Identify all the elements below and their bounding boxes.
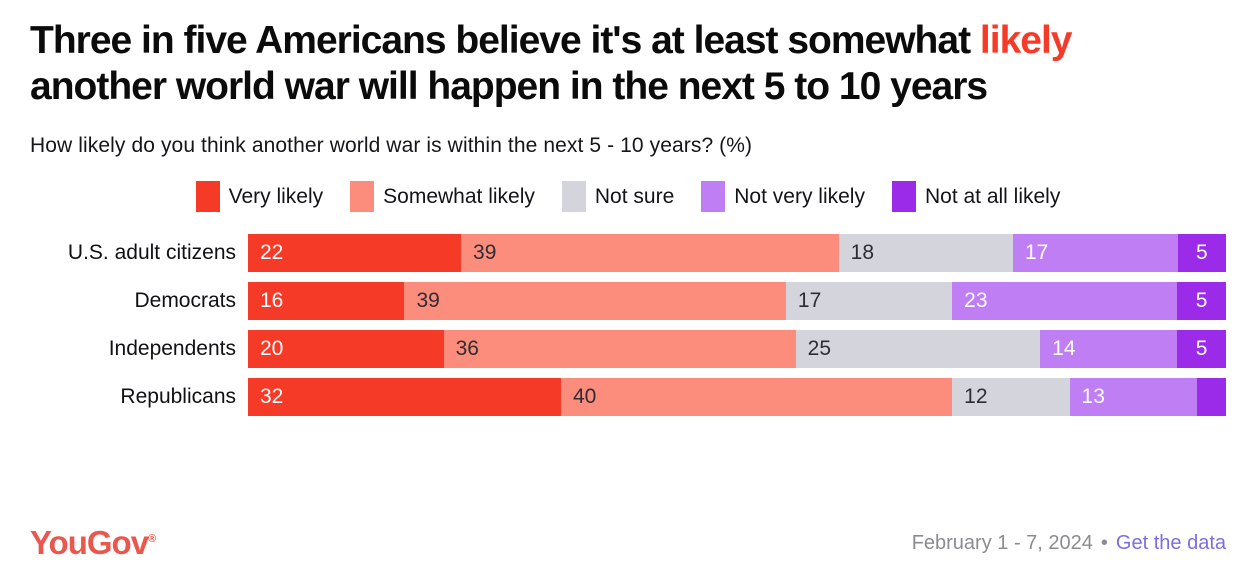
segment-value: 12 <box>964 385 988 409</box>
segment-value: 14 <box>1052 337 1076 361</box>
chart-row: Republicans 32 40 12 13 <box>30 378 1226 417</box>
bullet-separator: • <box>1100 531 1108 554</box>
page-title: Three in five Americans believe it's at … <box>30 18 1155 110</box>
yougov-logo: YouGov® <box>30 524 156 562</box>
chart-row: U.S. adult citizens 22 39 18 17 5 <box>30 234 1226 273</box>
legend-swatch <box>195 181 220 213</box>
legend-label: Very likely <box>228 184 324 208</box>
bar-segment: 17 <box>1012 234 1178 273</box>
stacked-bar: 32 40 12 13 <box>248 378 1226 417</box>
title-text-pre: Three in five Americans believe it's at … <box>30 19 980 62</box>
segment-value: 17 <box>797 289 822 313</box>
legend-label: Not at all likely <box>924 184 1061 208</box>
stacked-bar: 22 39 18 17 5 <box>248 234 1226 273</box>
legend-item: Not very likely <box>701 181 865 213</box>
bar-segment: 5 <box>1177 282 1227 321</box>
segment-value: 39 <box>473 241 497 265</box>
bar-segment: 39 <box>404 282 786 321</box>
source-line: February 1 - 7, 2024 • Get the data <box>912 532 1226 555</box>
chart-row: Democrats 16 39 17 23 5 <box>30 282 1227 321</box>
logo-text: YouGov <box>30 524 149 561</box>
chart-subtitle-question: How likely do you think another world wa… <box>30 134 753 158</box>
title-highlight-word: likely <box>979 19 1073 62</box>
bar-segment: 25 <box>795 330 1041 369</box>
legend-swatch <box>561 181 586 213</box>
segment-value: 20 <box>260 337 284 361</box>
legend-label: Not sure <box>594 184 675 208</box>
segment-value: 13 <box>1081 385 1105 409</box>
legend-label: Not very likely <box>734 184 865 208</box>
bar-segment: 23 <box>952 282 1178 321</box>
bar-segment: 17 <box>785 282 953 321</box>
bar-segment: 5 <box>1177 234 1226 273</box>
legend-label: Somewhat likely <box>383 184 535 208</box>
segment-value: 25 <box>807 337 832 361</box>
row-label: U.S. adult citizens <box>67 241 236 265</box>
row-label: Democrats <box>134 289 236 313</box>
bar-segment: 22 <box>248 234 462 273</box>
legend-swatch <box>701 181 726 213</box>
bar-segment: 5 <box>1177 330 1226 369</box>
stacked-bar: 20 36 25 14 5 <box>248 330 1226 369</box>
bar-segment: 13 <box>1069 378 1197 417</box>
bar-segment: 40 <box>560 378 953 417</box>
segment-value: 23 <box>964 289 988 313</box>
bar-segment: 39 <box>461 234 839 273</box>
legend-item: Not at all likely <box>891 181 1061 213</box>
segment-value: 40 <box>572 385 597 409</box>
legend-item: Very likely <box>195 181 324 213</box>
row-label: Republicans <box>120 385 236 409</box>
title-text-post: another world war will happen in the nex… <box>30 65 988 109</box>
date-range: February 1 - 7, 2024 <box>911 531 1093 554</box>
bar-segment: 20 <box>248 330 444 369</box>
legend-swatch <box>891 181 916 213</box>
bar-segment: 16 <box>248 282 405 321</box>
bar-segment <box>1196 378 1226 417</box>
bar-segment: 18 <box>838 234 1013 273</box>
footer: YouGov® February 1 - 7, 2024 • Get the d… <box>30 524 1226 562</box>
get-the-data-link[interactable]: Get the data <box>1115 531 1226 554</box>
bar-segment: 12 <box>952 378 1070 417</box>
segment-value: 5 <box>1195 337 1208 361</box>
segment-value: 17 <box>1024 241 1049 265</box>
bar-segment: 36 <box>443 330 796 369</box>
bar-chart: U.S. adult citizens 22 39 18 17 5 Democrats 16 3… <box>30 234 1227 417</box>
segment-value: 5 <box>1195 241 1208 265</box>
chart-row: Independents 20 36 25 14 5 <box>30 330 1226 369</box>
stacked-bar: 16 39 17 23 5 <box>248 282 1227 321</box>
segment-value: 22 <box>260 241 284 265</box>
legend-swatch <box>350 181 375 213</box>
segment-value: 36 <box>455 337 479 361</box>
legend: Very likely Somewhat likely Not sure Not ve… <box>30 181 1226 213</box>
segment-value: 18 <box>850 241 875 265</box>
bar-segment: 32 <box>248 378 561 417</box>
segment-value: 5 <box>1195 289 1208 313</box>
segment-value: 16 <box>260 289 284 313</box>
legend-item: Not sure <box>561 181 675 213</box>
bar-segment: 14 <box>1040 330 1178 369</box>
segment-value: 39 <box>416 289 440 313</box>
legend-item: Somewhat likely <box>350 181 535 213</box>
row-label: Independents <box>108 337 236 361</box>
registered-mark: ® <box>148 533 156 545</box>
segment-value: 32 <box>260 385 284 409</box>
